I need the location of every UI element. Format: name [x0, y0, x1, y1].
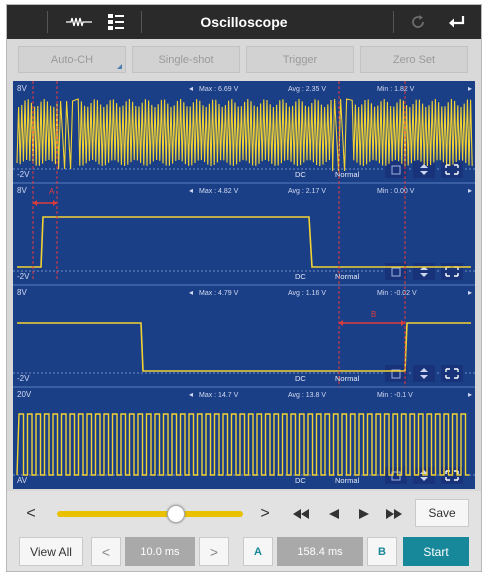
play-icon — [359, 509, 369, 519]
fullscreen-icon[interactable] — [441, 161, 463, 178]
panel-scroll-right-icon: ▸ — [468, 186, 472, 195]
timeline-slider[interactable] — [57, 511, 243, 517]
start-button[interactable]: Start — [403, 537, 469, 566]
time-prev-button[interactable]: < — [91, 537, 121, 566]
cursor-a-button[interactable]: A — [243, 537, 273, 566]
panel-coupling: DC — [295, 272, 306, 281]
cursor-delta-value: 158.4 ms — [277, 537, 363, 566]
panel-scroll-left-icon: ◂ — [189, 390, 193, 399]
toolbar-divider — [393, 11, 394, 33]
slider-next-button[interactable]: > — [260, 505, 270, 522]
zero-set-button[interactable]: Zero Set — [360, 46, 468, 73]
rewind-button[interactable] — [288, 502, 314, 526]
save-button[interactable]: Save — [415, 499, 469, 527]
panel-trigger-mode: Normal — [335, 272, 360, 281]
fast-forward-icon — [386, 509, 402, 519]
play-button[interactable] — [351, 502, 377, 526]
scale-down-icon[interactable] — [385, 263, 407, 280]
panel-min-readout: Min : -0.1 V — [377, 392, 413, 399]
panel-max-readout: Max : 4.79 V — [199, 290, 239, 297]
list-settings-icon[interactable] — [104, 11, 128, 33]
panel-avg-readout: Avg : 2.17 V — [288, 188, 326, 195]
fast-forward-button[interactable] — [381, 502, 407, 526]
time-per-division: 10.0 ms — [125, 537, 195, 566]
panel-avg-readout: Avg : 1.16 V — [288, 290, 326, 297]
panel-min-readout: Min : 0.00 V — [377, 188, 415, 195]
fullscreen-icon[interactable] — [441, 263, 463, 280]
panel-max-readout: Max : 14.7 V — [199, 392, 239, 399]
scope-display: 8V -2V ◂ Max : 6.69 V Avg : 2.35 V Min : 1.82… — [13, 81, 475, 489]
auto-ch-label: Auto-CH — [50, 53, 94, 66]
panel-max-readout: Max : 6.69 V — [199, 86, 239, 93]
panel-scale-top: 8V — [17, 288, 27, 297]
panel-scroll-right-icon: ▸ — [468, 84, 472, 93]
app-title: Oscilloscope — [200, 14, 288, 30]
panel-scroll-left-icon: ◂ — [189, 84, 193, 93]
dropdown-corner-icon — [117, 64, 122, 69]
probe-icon[interactable] — [62, 11, 96, 33]
panel-scale-top: 8V — [17, 84, 27, 93]
scale-down-icon[interactable] — [385, 161, 407, 178]
view-all-button[interactable]: View All — [19, 537, 83, 566]
panel-scale-bottom: -2V — [17, 170, 30, 179]
rewind-icon — [293, 509, 309, 519]
title-bar: Oscilloscope — [7, 5, 481, 39]
panel-scale-bottom: -2V — [17, 272, 30, 281]
cursor-a-label: A — [49, 187, 55, 196]
waveform-canvas: 8V -2V ◂ Max : 6.69 V Avg : 2.35 V Min : 1.82… — [13, 81, 475, 485]
panel-coupling: DC — [295, 170, 306, 179]
step-back-icon — [329, 509, 339, 519]
toolbar-divider — [47, 11, 48, 33]
panel-trigger-mode: Normal — [335, 170, 360, 179]
panel-scroll-left-icon: ◂ — [189, 186, 193, 195]
position-icon[interactable] — [413, 365, 435, 382]
panel-min-readout: Min : -0.02 V — [377, 290, 417, 297]
channel-3-trace — [17, 322, 471, 372]
panel-scroll-right-icon: ▸ — [468, 288, 472, 297]
cursor-b-label: B — [371, 310, 376, 319]
mode-bar: Auto-CH Single-shot Trigger Zero Set — [7, 39, 481, 81]
panel-scale-top: 20V — [17, 390, 32, 399]
refresh-icon[interactable] — [407, 11, 429, 33]
channel-1-trace — [16, 98, 473, 172]
auto-ch-button[interactable]: Auto-CH — [18, 46, 126, 73]
panel-scroll-left-icon: ◂ — [189, 288, 193, 297]
panel-scale-bottom: AV — [17, 476, 28, 485]
panel-avg-readout: Avg : 13.8 V — [288, 392, 326, 399]
step-back-button[interactable] — [321, 502, 347, 526]
time-next-button[interactable]: > — [199, 537, 229, 566]
panel-max-readout: Max : 4.82 V — [199, 188, 239, 195]
panel-coupling: DC — [295, 476, 306, 485]
position-icon[interactable] — [413, 263, 435, 280]
panel-trigger-mode: Normal — [335, 476, 360, 485]
slider-prev-button[interactable]: < — [26, 505, 36, 522]
channel-4-trace — [16, 413, 470, 476]
trigger-button[interactable]: Trigger — [246, 46, 354, 73]
oscilloscope-app: Oscilloscope Auto-CH Single-shot Trigger… — [6, 4, 482, 572]
timeline-slider-handle[interactable] — [166, 505, 185, 523]
scale-down-icon[interactable] — [385, 365, 407, 382]
panel-coupling: DC — [295, 374, 306, 383]
toolbar-divider — [141, 11, 142, 33]
single-shot-button[interactable]: Single-shot — [132, 46, 240, 73]
panel-scroll-right-icon: ▸ — [468, 390, 472, 399]
panel-trigger-mode: Normal — [335, 374, 360, 383]
fullscreen-icon[interactable] — [441, 365, 463, 382]
panel-scale-bottom: -2V — [17, 374, 30, 383]
panel-min-readout: Min : 1.82 V — [377, 86, 415, 93]
back-arrow-icon[interactable] — [445, 11, 469, 33]
cursor-b-button[interactable]: B — [367, 537, 397, 566]
panel-scale-top: 8V — [17, 186, 27, 195]
panel-avg-readout: Avg : 2.35 V — [288, 86, 326, 93]
channel-2-trace — [17, 216, 471, 268]
position-icon[interactable] — [413, 161, 435, 178]
